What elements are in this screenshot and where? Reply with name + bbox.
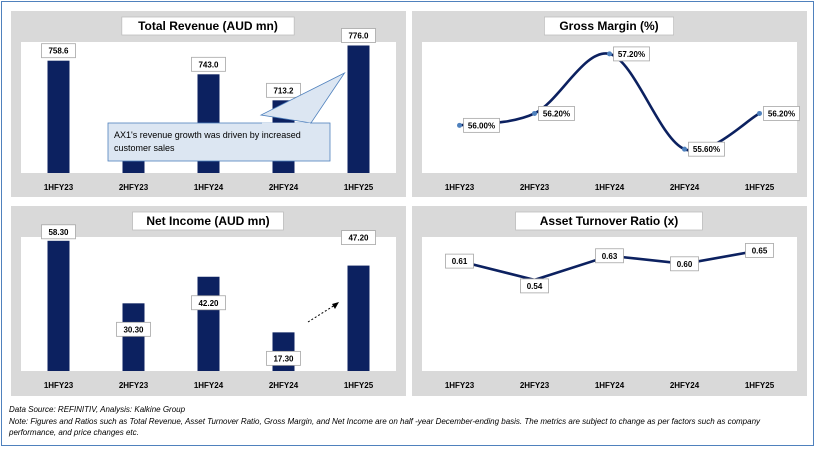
chart-title-box [121, 16, 295, 36]
x-tick-label: 2HFY23 [119, 183, 149, 192]
asset-turnover-value-label: 0.65 [752, 246, 768, 255]
net-income-chart: Net Income (AUD mn) 1HFY23 2HFY23 1HFY24 2HF… [21, 211, 396, 390]
gross-margin-chart: Gross Margin (%) 1HFY23 2HFY23 1HFY24 2HFY24… [422, 16, 800, 192]
net-income-value-label: 58.30 [48, 228, 69, 237]
gross-margin-value-label-box [613, 46, 650, 62]
callout-box [107, 122, 331, 162]
x-tick-label: 1HFY25 [745, 183, 775, 192]
callout-pointer [259, 71, 346, 124]
asset-turnover-value-label: 0.61 [452, 257, 468, 266]
asset-turnover-value-label: 0.63 [602, 252, 618, 261]
x-tick-label: 1HFY24 [194, 183, 224, 192]
net-income-bar [47, 240, 70, 371]
revenue-value-label: 713.2 [273, 86, 294, 95]
x-tick-label: 2HFY24 [670, 381, 700, 390]
trend-arrow [307, 304, 336, 323]
chart-title: Asset Turnover Ratio (x) [540, 214, 678, 228]
asset-turnover-value-label-box [745, 243, 774, 258]
revenue-value-label: 743.0 [198, 60, 219, 69]
x-tick-label: 1HFY24 [595, 183, 625, 192]
gross-margin-value-label: 56.20% [543, 109, 570, 118]
total-revenue-chart: Total Revenue (AUD mn) 1HFY23 2HFY23 1HFY24… [21, 16, 396, 192]
callout-text-line1: AX1's revenue growth was driven by incre… [114, 130, 301, 140]
gross-margin-value-label: 56.20% [768, 109, 795, 118]
total-revenue-panel: Total Revenue (AUD mn) 1HFY23 2HFY23 1HFY24… [11, 11, 406, 197]
chart-title-box [543, 16, 674, 36]
gross-margin-panel: Gross Margin (%) 1HFY23 2HFY23 1HFY24 2HFY24… [412, 11, 807, 197]
x-tick-label: 1HFY23 [44, 183, 74, 192]
gross-margin-point [457, 122, 462, 128]
asset-turnover-value-label-box [520, 278, 549, 294]
net-income-value-label: 47.20 [348, 234, 369, 243]
gross-margin-value-label-box [463, 117, 500, 133]
x-tick-label: 2HFY23 [520, 381, 550, 390]
gross-margin-value-label: 55.60% [693, 145, 720, 154]
asset-turnover-value-label: 0.54 [527, 282, 543, 291]
net-income-value-label: 30.30 [123, 325, 144, 334]
x-tick-label: 1HFY25 [344, 381, 374, 390]
gross-margin-value-label: 57.20% [618, 50, 645, 59]
gross-margin-point [682, 146, 687, 152]
asset-turnover-value-label: 0.60 [677, 260, 693, 269]
x-tick-label: 1HFY25 [745, 381, 775, 390]
net-income-value-label-box [341, 230, 376, 245]
net-income-bar [347, 265, 370, 371]
x-tick-label: 1HFY25 [344, 183, 374, 192]
gross-margin-point [757, 110, 762, 116]
chart-title: Gross Margin (%) [559, 19, 658, 33]
net-income-value-label: 42.20 [198, 299, 219, 308]
chart-title-box [132, 211, 284, 231]
net-income-value-label-box [266, 350, 301, 366]
x-tick-label: 2HFY24 [269, 183, 299, 192]
asset-turnover-value-label-box [445, 253, 474, 269]
revenue-value-label: 758.6 [48, 47, 69, 56]
x-tick-label: 1HFY23 [44, 381, 74, 390]
x-tick-label: 2HFY23 [520, 183, 550, 192]
gross-margin-value-label: 56.00% [468, 121, 495, 130]
chart-title: Net Income (AUD mn) [146, 214, 269, 228]
revenue-value-label-box [191, 56, 226, 72]
x-tick-label: 1HFY24 [595, 381, 625, 390]
gross-margin-point [607, 51, 612, 57]
asset-turnover-value-label-box [595, 248, 624, 264]
revenue-bar [47, 60, 70, 174]
net-income-value-label-box [41, 224, 76, 240]
plot-area [422, 42, 797, 173]
net-income-value-label-box [191, 295, 226, 311]
revenue-value-label-box [41, 43, 76, 59]
chart-title-box [515, 211, 703, 231]
x-tick-label: 2HFY24 [670, 183, 700, 192]
revenue-bar [347, 45, 370, 173]
net-income-value-label-box [116, 321, 151, 337]
gross-margin-value-label-box [538, 106, 575, 121]
revenue-value-label-box [266, 82, 301, 98]
net-income-panel: Net Income (AUD mn) 1HFY23 2HFY23 1HFY24 2HF… [11, 206, 406, 396]
methodology-note: Note: Figures and Ratios such as Total R… [9, 417, 761, 437]
chart-title: Total Revenue (AUD mn) [138, 19, 278, 33]
trend-arrowhead [332, 302, 339, 309]
net-income-bar [197, 276, 220, 371]
gross-margin-value-label-box [688, 141, 725, 157]
asset-turnover-panel: Asset Turnover Ratio (x) 1HFY23 2HFY23 1HFY… [412, 206, 807, 396]
x-tick-label: 1HFY23 [445, 381, 475, 390]
x-tick-label: 1HFY23 [445, 183, 475, 192]
asset-turnover-chart: Asset Turnover Ratio (x) 1HFY23 2HFY23 1HFY… [422, 211, 797, 390]
revenue-value-label-box [341, 28, 376, 43]
asset-turnover-value-label-box [670, 256, 699, 272]
revenue-value-label: 776.0 [348, 31, 369, 40]
net-income-value-label: 17.30 [273, 354, 294, 363]
data-source-note: Data Source: REFINITIV, Analysis: Kalkin… [9, 405, 186, 414]
net-income-bar [122, 303, 145, 371]
x-tick-label: 2HFY24 [269, 381, 299, 390]
x-tick-label: 2HFY23 [119, 381, 149, 390]
gross-margin-point [532, 110, 537, 116]
gross-margin-value-label-box [763, 106, 800, 121]
callout-text-line2: customer sales [114, 143, 175, 153]
x-tick-label: 1HFY24 [194, 381, 224, 390]
